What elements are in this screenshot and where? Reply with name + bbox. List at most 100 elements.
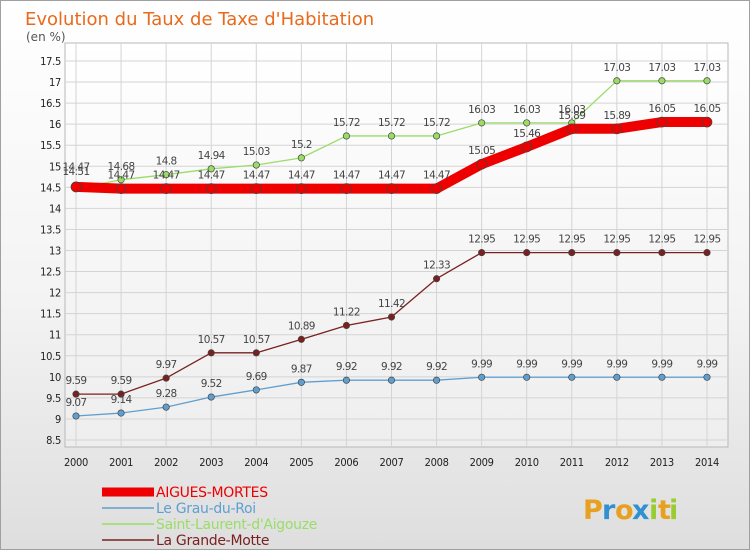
- logo-letter: i: [649, 495, 658, 526]
- data-label: 14.47: [198, 170, 225, 182]
- legend-label: Saint-Laurent-d'Aigouze: [156, 517, 317, 533]
- data-label: 9.99: [471, 358, 492, 370]
- data-point: [341, 183, 352, 194]
- data-label: 17.03: [603, 62, 630, 74]
- y-tick-label: 10: [49, 371, 61, 384]
- y-tick-label: 17: [49, 76, 61, 89]
- data-label: 14.47: [153, 170, 180, 182]
- data-point: [296, 183, 307, 194]
- data-point: [433, 132, 441, 140]
- y-tick-label: 11.5: [40, 308, 61, 321]
- x-axis-ticks: 2000 2001 2002 2003 2004 2005 2006 2007 2008 2009…: [64, 456, 719, 469]
- logo-letter: i: [669, 495, 678, 526]
- data-label: 10.57: [243, 334, 270, 346]
- y-tick-label: 9.5: [46, 392, 61, 405]
- y-tick-label: 17.5: [40, 55, 61, 68]
- data-point: [613, 373, 621, 381]
- data-label: 12.95: [648, 234, 675, 246]
- data-point: [387, 132, 396, 140]
- data-point: [703, 373, 711, 381]
- data-label: 14.47: [62, 162, 89, 174]
- x-tick-label: 2012: [605, 456, 629, 469]
- x-tick-label: 2002: [154, 456, 178, 469]
- data-point: [523, 119, 531, 127]
- data-label: 15.72: [378, 117, 405, 129]
- data-point: [386, 183, 397, 194]
- data-label: 14.47: [333, 170, 360, 182]
- data-label: 14.51: [62, 166, 89, 178]
- data-label: 10.89: [288, 320, 315, 332]
- data-label: 16.03: [468, 104, 495, 116]
- data-label: 12.95: [468, 234, 495, 246]
- data-point: [117, 390, 125, 398]
- data-point: [613, 77, 621, 85]
- logo-letter: r: [602, 495, 616, 526]
- data-point: [250, 183, 262, 194]
- y-tick-label: 11: [49, 329, 61, 342]
- y-tick-label: 9: [55, 413, 61, 426]
- data-point: [523, 373, 531, 381]
- series-la-grande-motte: [72, 249, 711, 398]
- y-tick-label: 14.5: [40, 181, 61, 194]
- data-point: [433, 275, 441, 283]
- data-point: [342, 321, 350, 330]
- x-tick-label: 2010: [515, 456, 539, 469]
- data-point: [297, 154, 305, 162]
- chart-title: Evolution du Taux de Taxe d'Habitation: [25, 9, 374, 30]
- x-tick-label: 2009: [470, 456, 494, 469]
- data-label: 9.92: [336, 361, 357, 373]
- data-point: [478, 373, 486, 381]
- data-label: 12.95: [513, 234, 540, 246]
- data-point: [115, 183, 127, 194]
- data-label: 12.95: [693, 234, 720, 246]
- data-point: [207, 393, 215, 401]
- data-point: [478, 249, 486, 257]
- chart-subtitle: (en %): [26, 30, 66, 44]
- y-tick-label: 15: [49, 160, 61, 173]
- x-tick-label: 2013: [650, 456, 674, 469]
- data-label: 15.89: [603, 110, 630, 122]
- data-point: [476, 158, 487, 170]
- x-tick-label: 2004: [244, 456, 268, 469]
- data-label: 10.57: [198, 334, 225, 346]
- data-point: [207, 349, 215, 357]
- data-label: 9.99: [651, 358, 672, 370]
- y-axis-ticks: 8.5 9 9.5 10 10.5 11 11.5 12 12.5 13 13.5 14 14.5 15 1…: [40, 55, 61, 447]
- legend-label: La Grande-Motte: [156, 533, 269, 549]
- data-point: [431, 183, 442, 194]
- data-label: 9.59: [66, 375, 87, 387]
- data-label: 9.99: [561, 358, 582, 370]
- series-le-grau-du-roi: [72, 373, 711, 420]
- data-point: [523, 249, 531, 257]
- series-aigues-mortes: [70, 116, 713, 194]
- data-label: 15.72: [333, 117, 360, 129]
- y-tick-label: 12: [49, 287, 61, 300]
- x-tick-label: 2006: [334, 456, 358, 469]
- data-point: [70, 181, 82, 193]
- data-label: 15.03: [243, 146, 270, 158]
- x-tick-label: 2014: [695, 456, 719, 469]
- data-point: [162, 403, 170, 411]
- data-point: [117, 409, 125, 417]
- data-label: 14.68: [108, 161, 135, 173]
- data-point: [478, 119, 486, 127]
- data-label: 17.03: [648, 62, 675, 74]
- data-label: 14.47: [378, 170, 405, 182]
- grid: [65, 43, 728, 447]
- data-label: 9.52: [201, 378, 222, 390]
- data-point: [611, 123, 623, 135]
- data-label: 14.47: [423, 170, 450, 182]
- data-label: 9.87: [291, 363, 312, 375]
- data-point: [387, 376, 396, 384]
- series-layer: 9.07 9.14 9.28 9.52 9.69 9.87 9.92 9.92 9.92 9.99…: [62, 62, 721, 420]
- data-label: 9.59: [111, 375, 132, 387]
- data-label: 16.05: [648, 103, 675, 115]
- x-tick-label: 2001: [109, 456, 133, 469]
- y-tick-label: 13: [49, 245, 61, 258]
- data-label: 9.99: [697, 358, 718, 370]
- data-point: [613, 249, 621, 257]
- data-label: 16.05: [693, 103, 720, 115]
